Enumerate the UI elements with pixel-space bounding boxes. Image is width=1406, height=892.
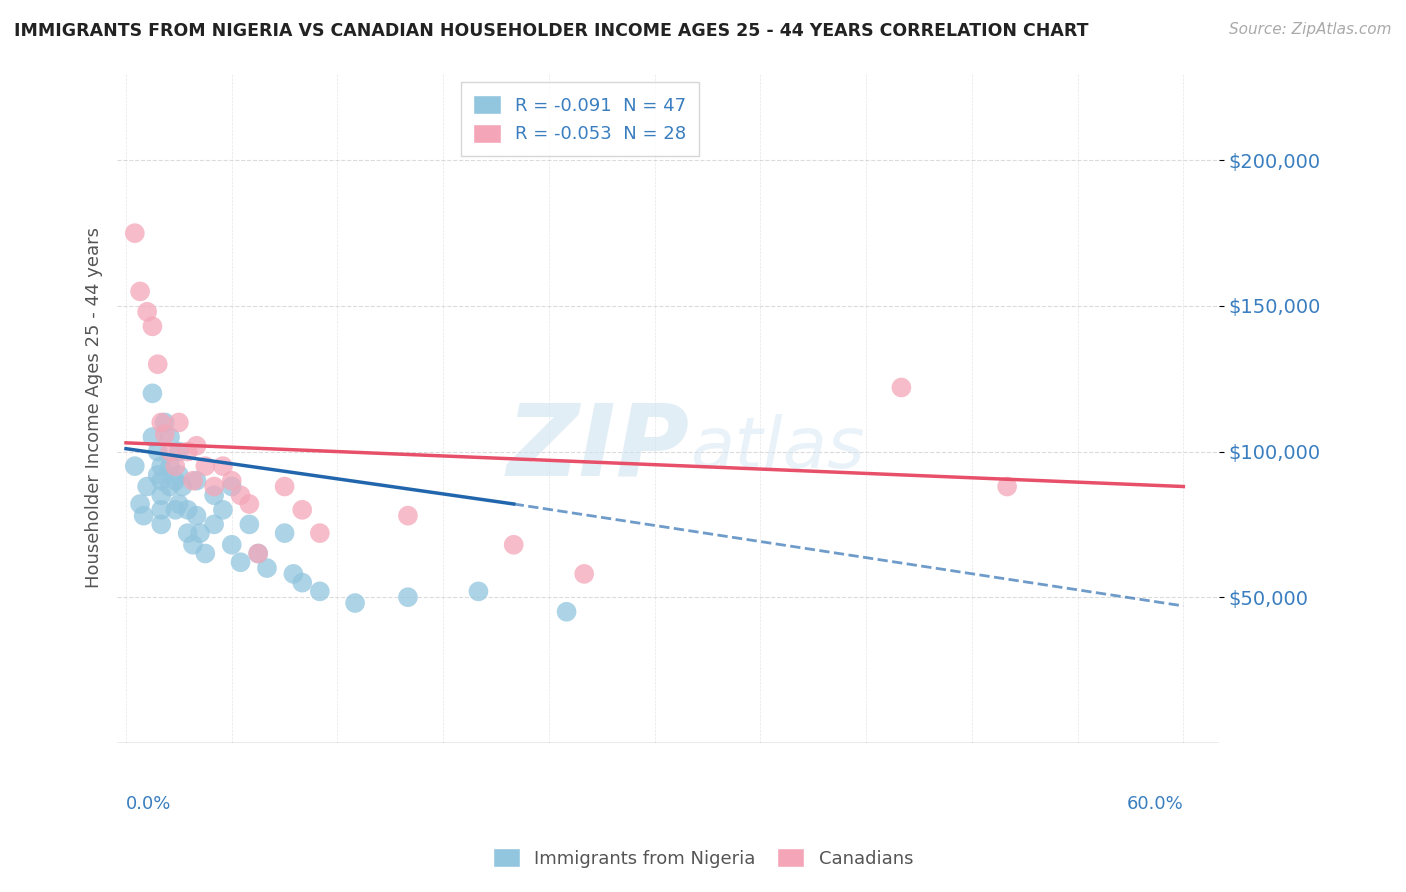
Point [167, 444, 190, 458]
Point [167, 467, 190, 482]
Point [141, 319, 163, 334]
Point [221, 479, 243, 493]
Point [344, 596, 367, 610]
Text: 0.0%: 0.0% [127, 796, 172, 814]
Point [150, 488, 173, 502]
Point [238, 517, 260, 532]
Text: IMMIGRANTS FROM NIGERIA VS CANADIAN HOUSEHOLDER INCOME AGES 25 - 44 YEARS CORREL: IMMIGRANTS FROM NIGERIA VS CANADIAN HOUS… [14, 22, 1088, 40]
Legend: R = -0.091  N = 47, R = -0.053  N = 28: R = -0.091 N = 47, R = -0.053 N = 28 [461, 82, 699, 156]
Point [181, 538, 204, 552]
Point [291, 503, 314, 517]
Point [146, 467, 169, 482]
Point [165, 503, 187, 517]
Point [890, 380, 912, 394]
Point [995, 479, 1018, 493]
Point [176, 503, 198, 517]
Point [202, 517, 225, 532]
Text: 60.0%: 60.0% [1126, 796, 1184, 814]
Point [129, 285, 152, 299]
Point [273, 526, 295, 541]
Point [221, 474, 243, 488]
Point [150, 459, 173, 474]
Point [212, 503, 235, 517]
Point [159, 459, 181, 474]
Point [146, 444, 169, 458]
Point [229, 488, 252, 502]
Point [212, 459, 235, 474]
Point [146, 357, 169, 371]
Y-axis label: Householder Income Ages 25 - 44 years: Householder Income Ages 25 - 44 years [86, 227, 103, 589]
Point [256, 561, 278, 575]
Point [186, 439, 208, 453]
Point [141, 430, 163, 444]
Point [502, 538, 524, 552]
Point [129, 497, 152, 511]
Point [188, 526, 211, 541]
Point [153, 427, 176, 442]
Point [124, 226, 146, 240]
Point [167, 416, 190, 430]
Point [150, 474, 173, 488]
Point [221, 538, 243, 552]
Point [238, 497, 260, 511]
Point [150, 503, 173, 517]
Point [167, 497, 190, 511]
Point [247, 547, 270, 561]
Point [153, 416, 176, 430]
Point [132, 508, 155, 523]
Text: Source: ZipAtlas.com: Source: ZipAtlas.com [1229, 22, 1392, 37]
Point [247, 547, 270, 561]
Point [194, 547, 217, 561]
Point [396, 590, 419, 604]
Point [202, 479, 225, 493]
Point [572, 566, 595, 581]
Point [186, 474, 208, 488]
Point [202, 488, 225, 502]
Point [136, 305, 159, 319]
Point [150, 416, 173, 430]
Point [124, 459, 146, 474]
Point [555, 605, 578, 619]
Point [176, 444, 198, 458]
Point [136, 479, 159, 493]
Point [283, 566, 305, 581]
Point [176, 526, 198, 541]
Point [291, 575, 314, 590]
Point [159, 444, 181, 458]
Point [308, 526, 330, 541]
Legend: Immigrants from Nigeria, Canadians: Immigrants from Nigeria, Canadians [482, 837, 924, 879]
Point [194, 459, 217, 474]
Text: ZIP: ZIP [508, 400, 690, 497]
Point [186, 508, 208, 523]
Point [165, 459, 187, 474]
Point [229, 555, 252, 569]
Text: atlas: atlas [690, 414, 865, 483]
Point [150, 517, 173, 532]
Point [172, 479, 194, 493]
Point [165, 474, 187, 488]
Point [159, 479, 181, 493]
Point [181, 474, 204, 488]
Point [141, 386, 163, 401]
Point [467, 584, 489, 599]
Point [273, 479, 295, 493]
Point [396, 508, 419, 523]
Point [308, 584, 330, 599]
Point [159, 430, 181, 444]
